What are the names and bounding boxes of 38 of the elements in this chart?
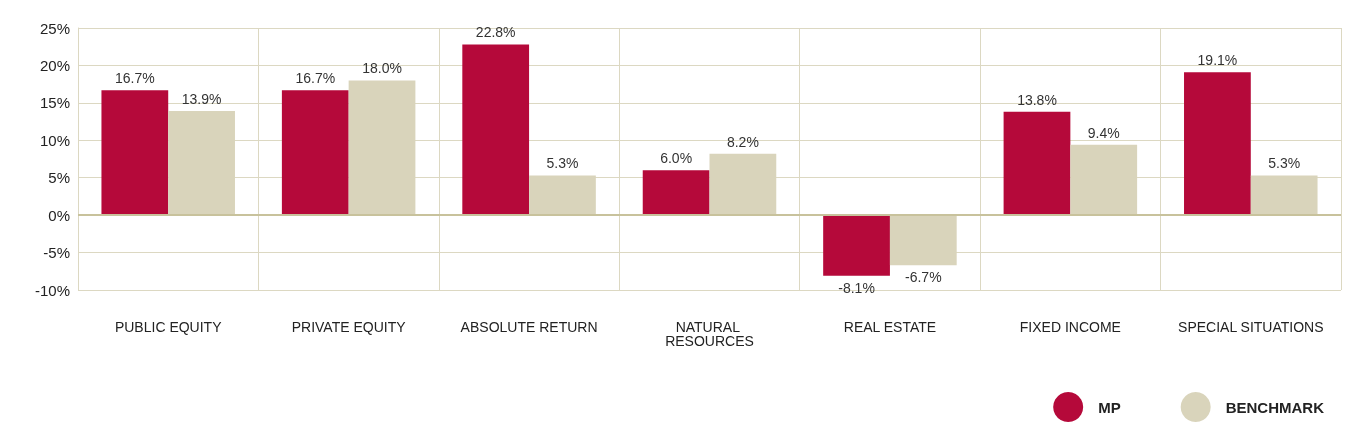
bar bbox=[1184, 72, 1251, 216]
y-tick-label: -10% bbox=[34, 281, 70, 299]
x-tick-label: PRIVATE EQUITY bbox=[291, 319, 407, 335]
data-label: 22.8% bbox=[475, 24, 516, 41]
y-tick-label: -5% bbox=[43, 244, 70, 262]
data-label: -6.7% bbox=[905, 269, 942, 286]
data-label: 16.7% bbox=[114, 70, 155, 87]
y-tick-label: 10% bbox=[39, 131, 70, 149]
bar bbox=[462, 44, 530, 216]
legend-label: MP bbox=[1098, 398, 1121, 416]
data-label: 18.0% bbox=[362, 60, 402, 77]
bar bbox=[642, 170, 710, 216]
data-label: 8.2% bbox=[726, 133, 759, 150]
x-tick-label: SPECIAL SITUATIONS bbox=[1178, 319, 1324, 335]
data-label: 13.9% bbox=[181, 91, 222, 108]
legend-label: BENCHMARK bbox=[1225, 398, 1325, 416]
data-label: 16.7% bbox=[295, 70, 336, 87]
y-tick-label: 5% bbox=[48, 169, 70, 187]
data-label: 19.1% bbox=[1197, 52, 1238, 69]
x-tick-label: PUBLIC EQUITY bbox=[114, 319, 223, 335]
y-tick-label: 0% bbox=[48, 206, 70, 224]
bar bbox=[823, 215, 890, 276]
x-tick-label: NATURAL RESOURCES bbox=[665, 319, 754, 349]
data-label: 5.3% bbox=[1268, 155, 1301, 172]
data-label: 13.8% bbox=[1017, 91, 1057, 108]
y-tick-label: 25% bbox=[39, 19, 70, 37]
x-tick-label: REAL ESTATE bbox=[843, 319, 937, 335]
bar bbox=[281, 90, 349, 216]
y-tick-label: 15% bbox=[39, 94, 70, 112]
bar bbox=[101, 90, 169, 216]
bar bbox=[1003, 111, 1071, 216]
x-tick-label: FIXED INCOME bbox=[1019, 319, 1121, 335]
y-tick-label: 20% bbox=[39, 56, 70, 74]
data-label: -8.1% bbox=[838, 279, 875, 296]
data-label: 5.3% bbox=[546, 155, 579, 172]
x-tick-label: ABSOLUTE RETURN bbox=[460, 319, 598, 335]
data-label: 9.4% bbox=[1087, 124, 1120, 141]
data-label: 6.0% bbox=[660, 150, 693, 167]
